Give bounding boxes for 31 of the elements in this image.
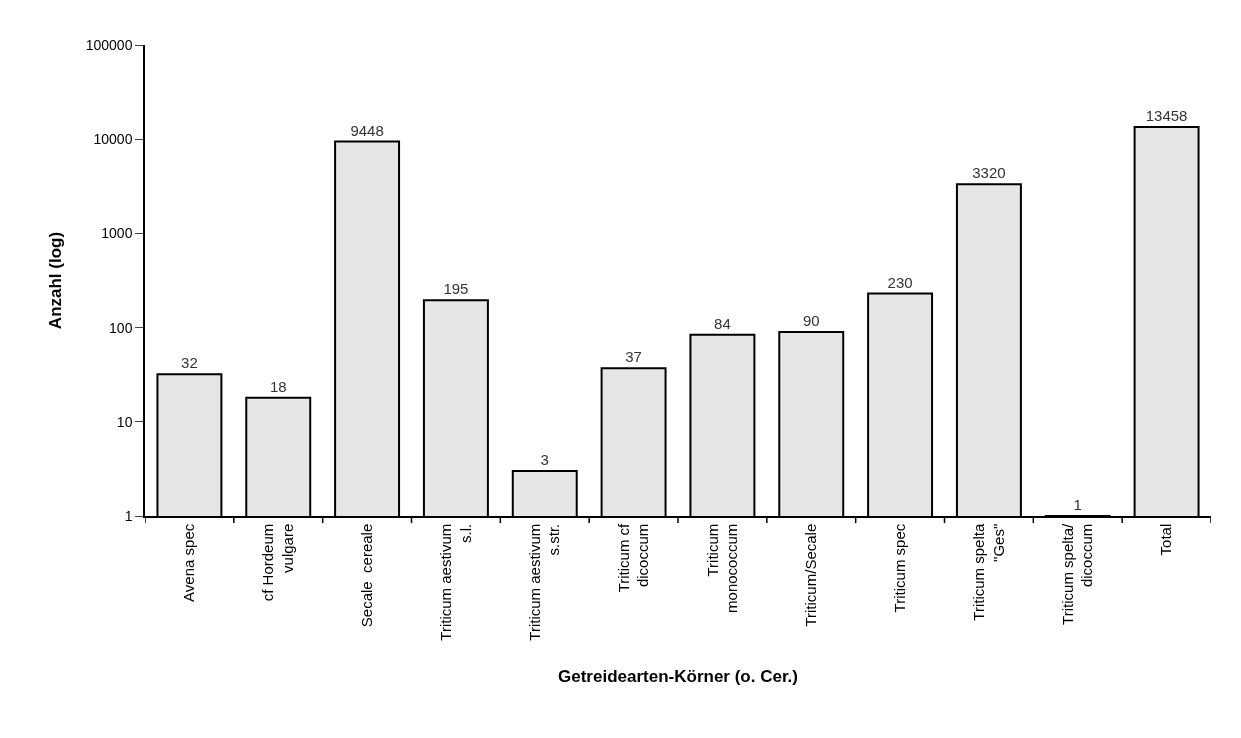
- x-tick-label: Total: [1157, 523, 1175, 556]
- x-tick-label: Triticum spelta/ dicoccum: [1058, 522, 1096, 625]
- x-tick-label: Triticum aestivum s.l.: [437, 523, 474, 641]
- data-label: 195: [443, 280, 469, 298]
- data-label: 3320: [972, 164, 1006, 182]
- y-tick-label: 100000: [85, 36, 133, 53]
- y-axis-title: Anzahl (log): [45, 231, 65, 330]
- data-label: 9448: [350, 121, 384, 139]
- y-tick-label: 10: [116, 413, 133, 430]
- data-label: 84: [714, 314, 731, 332]
- data-label: 3: [540, 451, 549, 469]
- y-tick-label: 1: [124, 507, 133, 524]
- x-tick-label: Secale cereale: [357, 523, 375, 628]
- x-tick-label: Triticum cf dicoccum: [614, 522, 652, 593]
- x-tick-label: cf Hordeum vulgare: [259, 523, 296, 602]
- data-label: 32: [181, 354, 198, 372]
- x-tick-label: Triticum aestivum s.str.: [525, 523, 563, 641]
- x-tick-label: Triticum spec: [890, 523, 908, 613]
- x-tick-label: Avena spec: [180, 523, 198, 602]
- data-label: 90: [802, 311, 820, 329]
- data-label: 18: [269, 377, 287, 395]
- data-label: 1: [1073, 496, 1082, 513]
- data-label: 230: [887, 273, 913, 291]
- x-axis-title: Getreidearten-Körner (o. Cer.): [558, 666, 798, 686]
- y-tick-label: 100: [109, 319, 133, 336]
- data-label: 37: [625, 348, 642, 366]
- x-tick-label: Triticum spelta "Ges": [970, 523, 1007, 621]
- y-tick-label: 10000: [93, 131, 133, 148]
- x-tick-label: Triticum/Secale: [802, 523, 820, 627]
- data-label: 13458: [1145, 107, 1188, 125]
- y-tick-label: 1000: [101, 225, 133, 242]
